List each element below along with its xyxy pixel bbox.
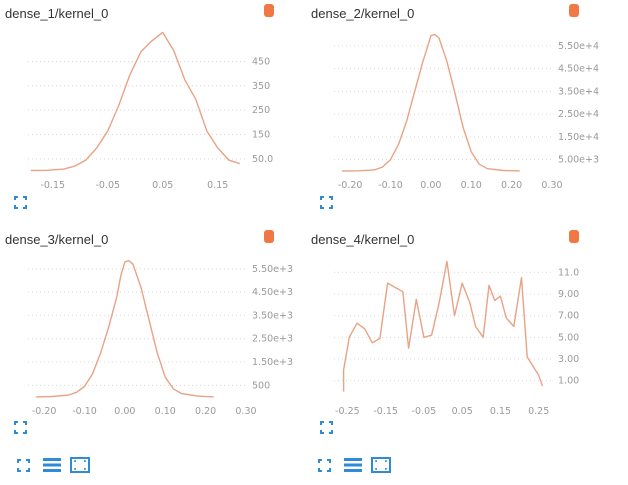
x-tick-label: 0.10 bbox=[155, 406, 176, 417]
y-tick-label: 1.50e+4 bbox=[558, 132, 599, 143]
y-tick-label: 5.50e+3 bbox=[252, 264, 293, 275]
panel-title: dense_4/kernel_0 bbox=[311, 232, 415, 247]
fullscreen-icon[interactable] bbox=[320, 421, 333, 434]
y-tick-label: 50.0 bbox=[252, 154, 273, 165]
histogram-panel-dense-1: dense_1/kernel_0 50.0 150 250 350 450 -0.15 -0… bbox=[0, 0, 300, 225]
y-tick-label: 250 bbox=[252, 105, 270, 116]
x-tick-label: 0.30 bbox=[235, 406, 256, 417]
tag-icon[interactable] bbox=[264, 230, 274, 243]
y-tick-label: 150 bbox=[252, 130, 270, 141]
series-line bbox=[36, 260, 214, 398]
y-tick-label: 350 bbox=[252, 81, 270, 92]
histogram-panel-dense-3: dense_3/kernel_0 500 1.50e+3 2.50e+3 3.50e+… bbox=[0, 226, 300, 451]
series-line bbox=[342, 33, 520, 172]
x-tick-label: 0.20 bbox=[501, 180, 522, 191]
panel-title: dense_1/kernel_0 bbox=[5, 6, 109, 21]
fullscreen-icon[interactable] bbox=[320, 196, 333, 209]
x-tick-label: -0.15 bbox=[40, 180, 65, 191]
x-tick-label: 0.15 bbox=[490, 406, 511, 417]
x-tick-label: 0.15 bbox=[207, 180, 228, 191]
y-tick-label: 5.50e+4 bbox=[558, 41, 599, 52]
chart-dense-1: 50.0 150 250 350 450 -0.15 -0.05 0.05 0.15 bbox=[28, 31, 273, 191]
fullscreen-icon[interactable] bbox=[14, 421, 27, 434]
y-tick-label: 450 bbox=[252, 57, 270, 68]
x-tick-label: -0.10 bbox=[378, 180, 403, 191]
x-tick-label: 0.20 bbox=[195, 406, 216, 417]
x-tick-label: -0.20 bbox=[338, 180, 363, 191]
x-tick-label: 0.05 bbox=[452, 406, 473, 417]
fullscreen-icon[interactable] bbox=[318, 459, 331, 472]
fullscreen-icon[interactable] bbox=[17, 459, 30, 472]
x-tick-label: 0.25 bbox=[528, 406, 549, 417]
panel-title: dense_3/kernel_0 bbox=[5, 232, 109, 247]
chart-dense-3: 500 1.50e+3 2.50e+3 3.50e+3 4.50e+3 5.50e+3 -0… bbox=[28, 260, 293, 417]
x-tick-label: 0.30 bbox=[541, 180, 562, 191]
chart-dense-2: 5.00e+3 1.50e+4 2.50e+4 3.50e+4 4.50e+4 5.50e… bbox=[334, 33, 599, 191]
x-tick-label: 0.05 bbox=[152, 180, 173, 191]
fullscreen-icon[interactable] bbox=[14, 196, 27, 209]
list-icon[interactable] bbox=[43, 458, 61, 472]
y-tick-label: 500 bbox=[252, 380, 270, 391]
y-tick-label: 3.50e+4 bbox=[558, 86, 599, 97]
x-tick-label: -0.15 bbox=[373, 406, 398, 417]
y-tick-label: 3.00 bbox=[558, 354, 579, 365]
y-tick-label: 11.0 bbox=[558, 267, 579, 278]
series-line bbox=[30, 31, 241, 172]
x-tick-label: 0.00 bbox=[114, 406, 135, 417]
series-line bbox=[342, 260, 544, 392]
histogram-panel-dense-2: dense_2/kernel_0 5.00e+3 1.50e+4 2.50e+4 3.… bbox=[306, 0, 606, 225]
tag-icon[interactable] bbox=[264, 4, 274, 17]
y-tick-label: 5.00e+3 bbox=[558, 155, 599, 166]
y-tick-label: 2.50e+3 bbox=[252, 334, 293, 345]
fit-to-data-icon[interactable] bbox=[371, 457, 391, 473]
y-tick-label: 4.50e+4 bbox=[558, 64, 599, 75]
x-tick-label: -0.05 bbox=[95, 180, 120, 191]
y-tick-label: 4.50e+3 bbox=[252, 287, 293, 298]
tag-icon[interactable] bbox=[569, 4, 579, 17]
histogram-panel-dense-4: dense_4/kernel_0 1.00 3.00 5.00 7.00 9.00 11.… bbox=[306, 226, 606, 451]
chart-dense-4: 1.00 3.00 5.00 7.00 9.00 11.0 -0.25 -0.15 -0.05 0… bbox=[334, 260, 579, 417]
fit-to-data-icon[interactable] bbox=[70, 457, 90, 473]
list-icon[interactable] bbox=[344, 458, 362, 472]
x-tick-label: -0.20 bbox=[32, 406, 57, 417]
y-tick-label: 5.00 bbox=[558, 332, 579, 343]
y-tick-label: 3.50e+3 bbox=[252, 310, 293, 321]
panel-title: dense_2/kernel_0 bbox=[311, 6, 415, 21]
x-tick-label: 0.00 bbox=[420, 180, 441, 191]
y-tick-label: 1.00 bbox=[558, 376, 579, 387]
y-tick-label: 9.00 bbox=[558, 289, 579, 300]
x-tick-label: 0.10 bbox=[461, 180, 482, 191]
x-tick-label: -0.10 bbox=[72, 406, 97, 417]
x-tick-label: -0.05 bbox=[412, 406, 437, 417]
x-tick-label: -0.25 bbox=[335, 406, 360, 417]
y-tick-label: 7.00 bbox=[558, 311, 579, 322]
y-tick-label: 1.50e+3 bbox=[252, 357, 293, 368]
tag-icon[interactable] bbox=[569, 230, 579, 243]
y-tick-label: 2.50e+4 bbox=[558, 109, 599, 120]
